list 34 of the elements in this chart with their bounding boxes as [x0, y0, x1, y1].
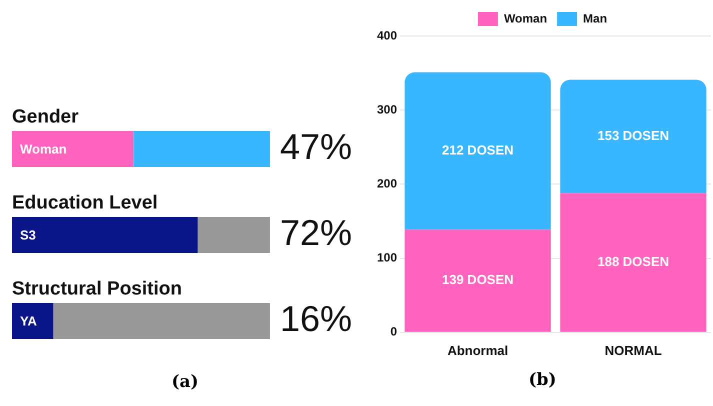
data-label: 139 DOSEN: [442, 272, 514, 288]
data-label: 72%: [280, 212, 352, 253]
data-label: 153 DOSEN: [597, 128, 670, 143]
bar: [404, 229, 551, 332]
bar: [12, 130, 134, 168]
text: (b): [528, 370, 558, 390]
bar: [12, 216, 198, 254]
y-tick-label: Structural Position: [12, 278, 182, 300]
annotation: YA: [20, 314, 38, 329]
bar: [198, 216, 270, 254]
y-tick-label: Education Level: [12, 192, 158, 214]
y-tick-label: 200: [376, 176, 398, 191]
bar: [560, 193, 706, 332]
y-tick-label: 100: [376, 250, 398, 265]
y-tick-label: Gender: [12, 106, 80, 128]
data-label: 188 DOSEN: [597, 254, 670, 270]
bar: [12, 302, 54, 340]
text: (a): [170, 372, 200, 392]
bar: [133, 130, 270, 168]
annotation: Woman: [20, 142, 67, 157]
y-tick-label: 0: [390, 324, 398, 339]
y-tick-label: 400: [376, 28, 398, 42]
x-tick-label: Abnormal: [447, 342, 508, 358]
y-tick-label: 300: [376, 102, 398, 116]
data-label: 212 DOSEN: [442, 142, 514, 158]
annotation: S3: [20, 228, 36, 243]
bar: [560, 80, 706, 194]
data-label: 47%: [280, 126, 352, 167]
x-tick-label: NORMAL: [604, 342, 662, 358]
data-label: 16%: [280, 298, 352, 339]
bar: [53, 302, 270, 340]
legend-label: Man: [583, 11, 608, 26]
bar: [404, 72, 551, 230]
legend-label: Woman: [504, 11, 548, 26]
